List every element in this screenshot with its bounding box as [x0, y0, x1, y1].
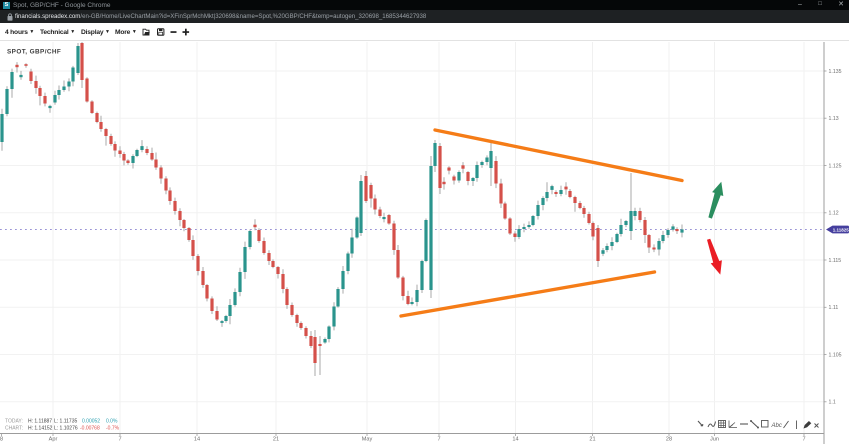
- svg-text:TODAY:: TODAY:: [5, 419, 23, 425]
- svg-text:1.12: 1.12: [829, 211, 839, 217]
- svg-text:7: 7: [437, 437, 440, 443]
- svg-text:1.13: 1.13: [829, 116, 839, 122]
- svg-text:1.11825: 1.11825: [833, 228, 849, 233]
- svg-text:L: 1.11735: L: 1.11735: [54, 419, 77, 425]
- svg-text:7: 7: [802, 437, 805, 443]
- svg-text:Apr: Apr: [49, 437, 58, 443]
- svg-text:21: 21: [589, 437, 595, 443]
- svg-text:1.11: 1.11: [829, 305, 839, 311]
- svg-text:1.1: 1.1: [829, 400, 836, 406]
- svg-text:21: 21: [273, 437, 279, 443]
- svg-text:H: 1.14152: H: 1.14152: [28, 426, 53, 432]
- svg-text:1.135: 1.135: [829, 69, 842, 75]
- svg-text:H: 1.11887: H: 1.11887: [28, 419, 52, 425]
- svg-text:1.125: 1.125: [829, 163, 842, 169]
- svg-text:Jun: Jun: [710, 437, 719, 443]
- svg-text:May: May: [362, 437, 373, 443]
- svg-text:Abc: Abc: [771, 423, 782, 429]
- svg-text:0.00052: 0.00052: [82, 419, 100, 425]
- svg-text:1.115: 1.115: [829, 258, 842, 264]
- svg-text:14: 14: [194, 437, 200, 443]
- svg-text:8: 8: [0, 437, 3, 443]
- svg-text:-0.00768: -0.00768: [80, 426, 100, 432]
- svg-text:14: 14: [512, 437, 518, 443]
- svg-text:28: 28: [666, 437, 672, 443]
- svg-text:0.0%: 0.0%: [106, 419, 118, 425]
- svg-text:1.105: 1.105: [829, 352, 842, 358]
- svg-text:7: 7: [118, 437, 121, 443]
- svg-text:-0.7%: -0.7%: [106, 426, 120, 432]
- svg-text:L: 1.10276: L: 1.10276: [54, 426, 78, 432]
- svg-text:SPOT, GBP/CHF: SPOT, GBP/CHF: [7, 49, 61, 56]
- svg-text:CHART:: CHART:: [5, 426, 23, 432]
